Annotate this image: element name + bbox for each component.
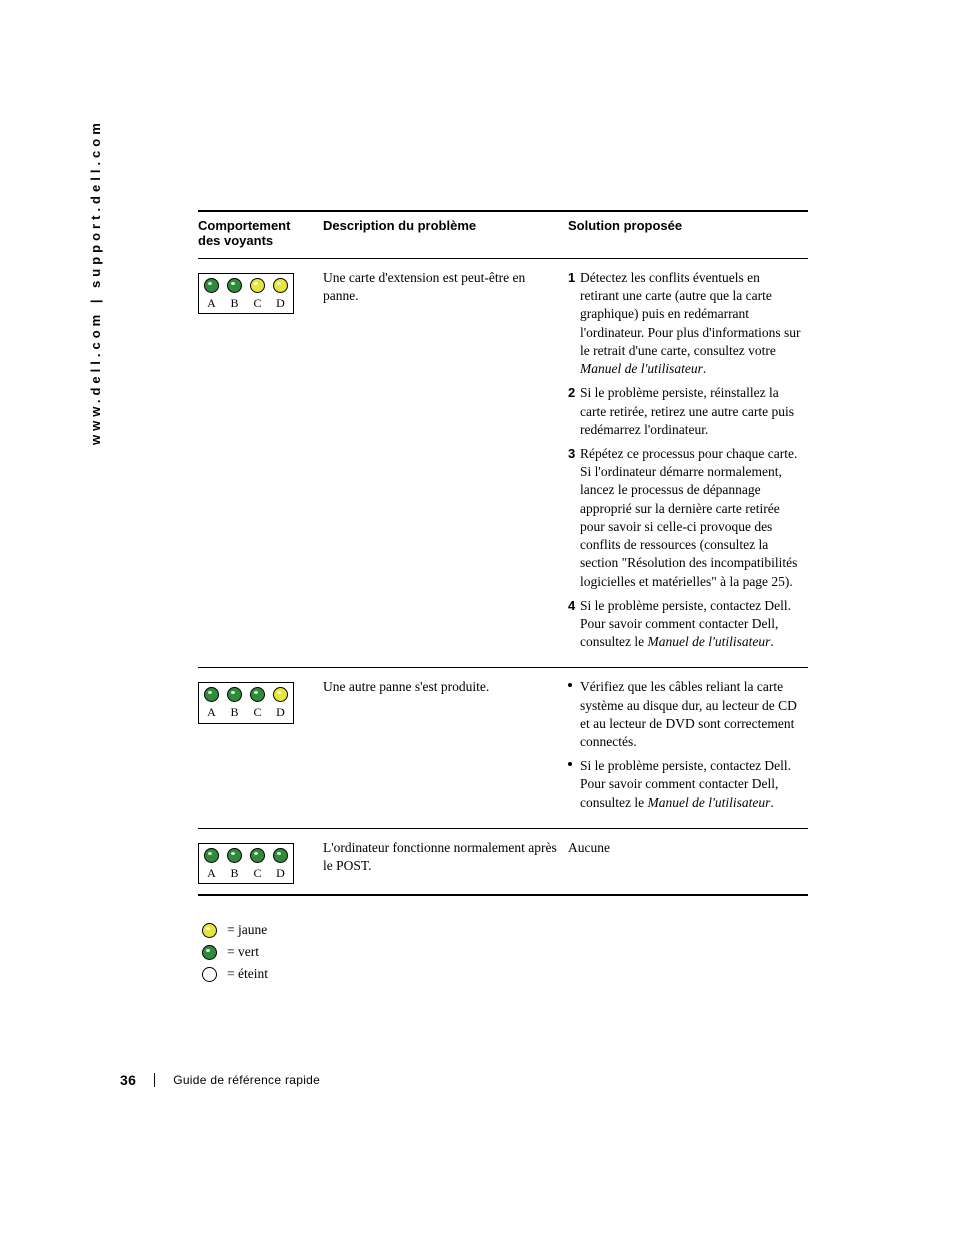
led-d-icon [273, 848, 288, 863]
solution-number: 2 [568, 384, 575, 402]
led-b-icon [227, 278, 242, 293]
bullet-icon [568, 683, 572, 687]
solution-item: 3 Répétez ce processus pour chaque carte.… [568, 445, 802, 591]
table-row: A B C D Une autre panne s'est produite. … [198, 668, 808, 829]
led-label: D [276, 865, 285, 881]
legend-led-icon [202, 945, 217, 960]
solution-text-after: . [770, 634, 773, 649]
header-description: Description du problème [323, 211, 568, 259]
solution-item: Si le problème persiste, contactez Dell.… [568, 757, 802, 812]
solution-text-after: . [770, 795, 773, 810]
legend-row: = vert [202, 944, 808, 960]
legend-label: = éteint [227, 966, 268, 982]
solution-text: Si le problème persiste, réinstallez la … [580, 385, 794, 436]
led-label: C [253, 704, 261, 720]
header-lights-line2: des voyants [198, 233, 273, 248]
led-b-icon [227, 687, 242, 702]
bullet-icon [568, 762, 572, 766]
solution-number: 1 [568, 269, 575, 287]
page-content: Comportement des voyants Description du … [198, 210, 808, 988]
led-label: A [207, 295, 216, 311]
table-body: A B C D Une carte d'extension est peut-ê… [198, 259, 808, 896]
header-solution: Solution proposée [568, 211, 808, 259]
solution-number: 4 [568, 597, 575, 615]
side-url-text: www.dell.com | support.dell.com [88, 119, 103, 445]
problem-description: L'ordinateur fonctionne normalement aprè… [323, 828, 568, 895]
solution-item: 1 Détectez les conflits éventuels en reti… [568, 269, 802, 378]
table-row: A B C D Une carte d'extension est peut-ê… [198, 259, 808, 668]
solution-italic: Manuel de l'utilisateur [647, 634, 770, 649]
footer-title: Guide de référence rapide [173, 1073, 320, 1087]
led-a-icon [204, 848, 219, 863]
solution-italic: Manuel de l'utilisateur [580, 361, 703, 376]
led-d-icon [273, 687, 288, 702]
diagnostic-table: Comportement des voyants Description du … [198, 210, 808, 896]
lights-indicator: A B C D [198, 273, 294, 314]
led-label: B [230, 295, 238, 311]
header-lights-line1: Comportement [198, 218, 290, 233]
table-row: A B C D L'ordinateur fonctionne normalem… [198, 828, 808, 895]
led-label: B [230, 704, 238, 720]
solution-number: 3 [568, 445, 575, 463]
led-label: A [207, 704, 216, 720]
solution-list: 1 Détectez les conflits éventuels en reti… [568, 269, 802, 651]
problem-description: Une autre panne s'est produite. [323, 668, 568, 829]
solution-item: Vérifiez que les câbles reliant la carte… [568, 678, 802, 751]
header-lights: Comportement des voyants [198, 211, 323, 259]
legend-label: = jaune [227, 922, 267, 938]
led-label: D [276, 295, 285, 311]
page-number: 36 [120, 1072, 136, 1088]
led-label: D [276, 704, 285, 720]
solution-item: 2 Si le problème persiste, réinstallez la… [568, 384, 802, 439]
led-a-icon [204, 687, 219, 702]
footer-separator-icon [154, 1073, 155, 1087]
lights-indicator: A B C D [198, 682, 294, 723]
legend-label: = vert [227, 944, 259, 960]
led-b-icon [227, 848, 242, 863]
led-c-icon [250, 687, 265, 702]
problem-description: Une carte d'extension est peut-être en p… [323, 259, 568, 668]
legend-row: = éteint [202, 966, 808, 982]
page-footer: 36 Guide de référence rapide [120, 1072, 320, 1088]
led-d-icon [273, 278, 288, 293]
solution-text: Répétez ce processus pour chaque carte. … [580, 446, 797, 589]
led-label: A [207, 865, 216, 881]
solution-plain: Aucune [568, 828, 808, 895]
solution-italic: Manuel de l'utilisateur [647, 795, 770, 810]
led-label: C [253, 865, 261, 881]
led-label: B [230, 865, 238, 881]
legend-row: = jaune [202, 922, 808, 938]
solution-text-after: . [703, 361, 706, 376]
solution-text: Vérifiez que les câbles reliant la carte… [580, 679, 797, 749]
legend-led-icon [202, 923, 217, 938]
legend-led-icon [202, 967, 217, 982]
solution-item: 4Si le problème persiste, contactez Dell… [568, 597, 802, 652]
solution-text: Détectez les conflits éventuels en retir… [580, 270, 800, 358]
solution-list: Vérifiez que les câbles reliant la carte… [568, 678, 802, 812]
lights-indicator: A B C D [198, 843, 294, 884]
led-c-icon [250, 278, 265, 293]
led-c-icon [250, 848, 265, 863]
legend: = jaune = vert = éteint [202, 922, 808, 982]
led-label: C [253, 295, 261, 311]
led-a-icon [204, 278, 219, 293]
